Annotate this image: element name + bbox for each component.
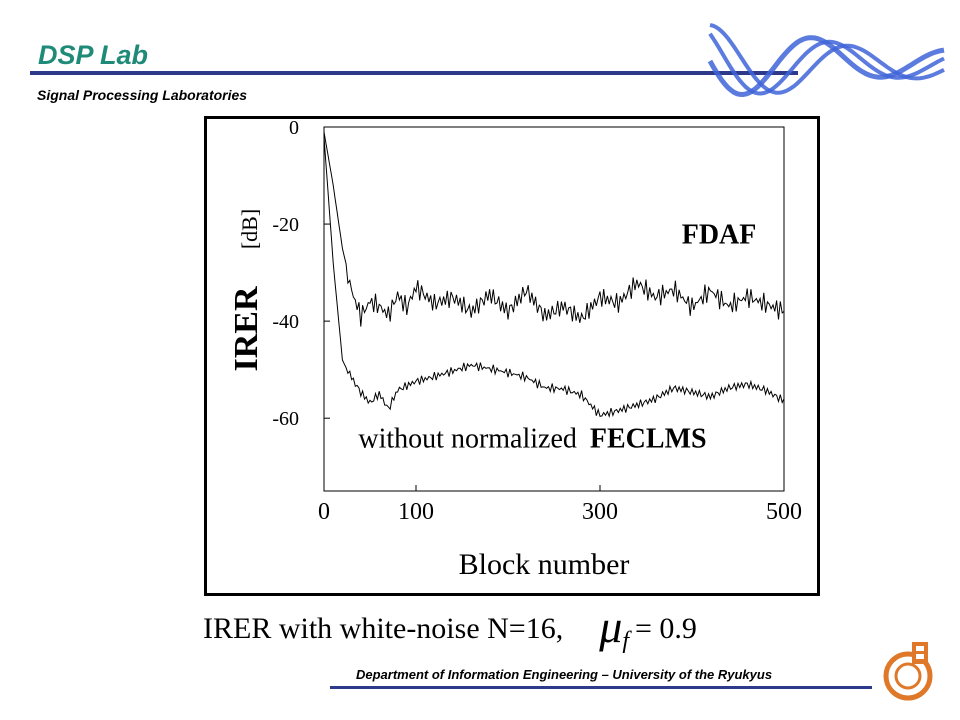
lab-subtitle: Signal Processing Laboratories bbox=[37, 87, 248, 103]
annotation-fdaf: FDAF bbox=[682, 219, 757, 250]
x-tick-label: 300 bbox=[582, 499, 618, 525]
mu-value: = 0.9 bbox=[635, 612, 697, 645]
lab-title: DSP Lab bbox=[38, 40, 149, 70]
x-axis-label: Block number bbox=[459, 548, 630, 581]
footer-rule bbox=[330, 686, 872, 689]
plot-area bbox=[323, 126, 785, 492]
y-axis-label-unit: [dB] bbox=[237, 209, 262, 249]
x-tick-label: 100 bbox=[398, 499, 434, 525]
footer-text: Department of Information Engineering – … bbox=[356, 667, 773, 682]
y-tick-label: 0 bbox=[289, 119, 299, 139]
x-tick-label: 500 bbox=[766, 499, 802, 525]
caption-text: IRER with white-noise N=16, bbox=[203, 612, 564, 645]
university-emblem-icon bbox=[883, 642, 933, 701]
irer-chart: 0 -20 -40 -60 0 100 300 500 IRER [dB] Block nu… bbox=[228, 119, 802, 581]
y-tick-label: -60 bbox=[272, 408, 299, 430]
series-line-fdaf bbox=[323, 131, 785, 327]
mu-subscript: f bbox=[622, 628, 629, 654]
figure-caption: IRER with white-noise N=16, μf = 0.9 bbox=[203, 596, 697, 655]
y-tick-label: -40 bbox=[272, 311, 299, 333]
y-tick-label: -20 bbox=[272, 214, 299, 236]
mu-symbol: μ bbox=[599, 601, 623, 652]
annotation-feclms: without normalized FECLMS bbox=[358, 423, 706, 454]
chart-frame: 0 -20 -40 -60 0 100 300 500 IRER [dB] Block nu… bbox=[204, 116, 820, 596]
x-tick-label: 0 bbox=[318, 499, 330, 525]
annotation-feclms-normal: without normalized bbox=[358, 423, 577, 454]
series-line-feclms bbox=[323, 136, 785, 419]
y-axis-label-main: IRER bbox=[228, 286, 265, 371]
annotation-feclms-bold: FECLMS bbox=[590, 423, 707, 454]
header-rule bbox=[30, 71, 798, 75]
wave-logo-icon bbox=[707, 23, 945, 98]
